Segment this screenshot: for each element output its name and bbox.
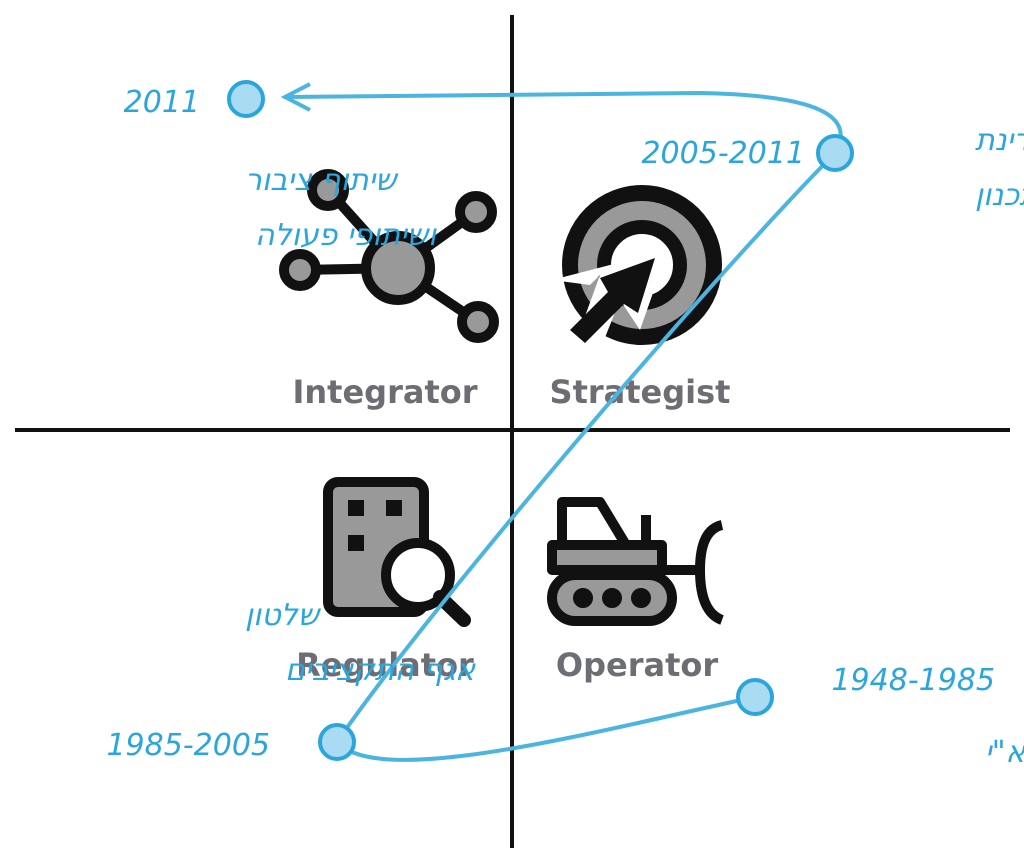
era-label: שלטון	[245, 598, 322, 633]
era-label: מדינת	[975, 123, 1024, 158]
era-label: אגף התקציבים	[285, 653, 476, 688]
era-label: התכנון	[975, 178, 1024, 213]
regulator-icon	[323, 477, 471, 627]
timeline-point	[736, 678, 774, 716]
operator-icon	[547, 497, 725, 626]
period-label: 2005-2011	[641, 136, 805, 171]
strategist-icon	[552, 185, 722, 350]
timeline-curve	[284, 90, 843, 762]
integrator-icon	[279, 169, 499, 343]
era-label: ושיתופי פעולה	[255, 218, 437, 253]
timeline-point	[816, 134, 854, 172]
era-label: מדינת מפא"י	[985, 735, 1024, 770]
period-label: 1948-1985	[831, 663, 995, 698]
quadrant-label: Strategist	[550, 373, 731, 411]
quadrant-label: Integrator	[292, 373, 477, 411]
arrowhead	[280, 82, 311, 112]
period-label: 1985-2005	[106, 728, 270, 763]
period-label: 2011	[124, 85, 200, 120]
timeline-point	[318, 723, 356, 761]
timeline-point	[227, 80, 265, 118]
quadrant-label: Operator	[556, 646, 718, 684]
era-label: שיתוף ציבור	[245, 163, 399, 198]
